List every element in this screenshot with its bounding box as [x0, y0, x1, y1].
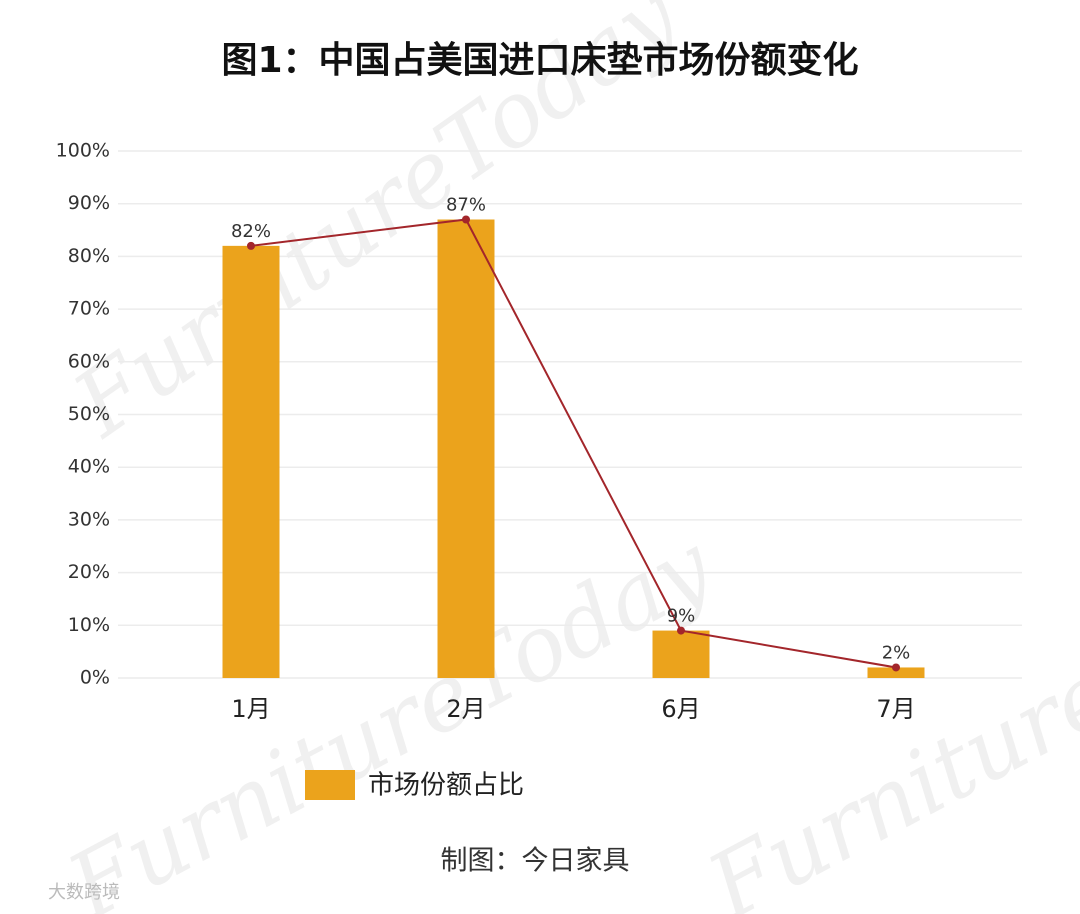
x-tick-label: 7月	[876, 695, 915, 723]
x-tick-label: 2月	[446, 695, 485, 723]
y-tick-label: 50%	[68, 403, 110, 425]
chart-title: 图1：中国占美国进口床垫市场份额变化	[221, 39, 858, 81]
y-tick-label: 20%	[68, 561, 110, 583]
y-tick-label: 80%	[68, 245, 110, 267]
line-point	[247, 241, 255, 250]
data-label: 9%	[667, 606, 696, 627]
y-tick-label: 0%	[80, 667, 110, 689]
legend-label: 市场份额占比	[368, 771, 524, 801]
y-tick-label: 90%	[68, 192, 110, 214]
legend-swatch	[305, 770, 355, 800]
bar	[867, 667, 925, 678]
y-tick-label: 30%	[68, 508, 110, 530]
line-point	[462, 215, 470, 224]
y-tick-label: 100%	[56, 140, 110, 162]
bar	[222, 245, 280, 679]
line-point	[892, 663, 900, 672]
x-tick-label: 1月	[231, 695, 270, 723]
line-point	[677, 626, 685, 635]
data-label: 82%	[231, 221, 271, 242]
bar	[652, 630, 710, 678]
data-label: 87%	[446, 195, 486, 216]
logo: 大数跨境	[48, 882, 120, 903]
footer: 制图：今日家具	[441, 846, 630, 877]
y-tick-label: 10%	[68, 614, 110, 636]
y-tick-label: 60%	[68, 350, 110, 372]
line	[250, 218, 897, 669]
x-tick-label: 6月	[661, 695, 700, 723]
bar	[437, 219, 495, 678]
y-tick-label: 40%	[68, 456, 110, 478]
y-tick-label: 70%	[68, 298, 110, 320]
data-label: 2%	[882, 642, 911, 663]
